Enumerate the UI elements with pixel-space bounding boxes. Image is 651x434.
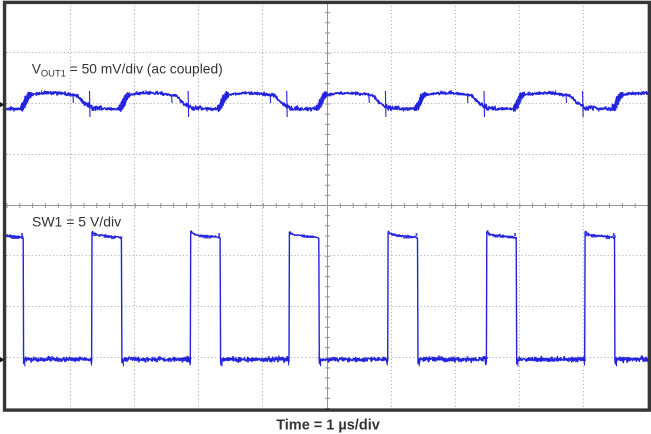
svg-text:VOUT1 = 50 mV/div (ac coupled): VOUT1 = 50 mV/div (ac coupled)	[32, 62, 223, 79]
svg-text:Time = 1 µs/div: Time = 1 µs/div	[276, 418, 380, 434]
svg-text:SW1 = 5 V/div: SW1 = 5 V/div	[32, 213, 121, 229]
